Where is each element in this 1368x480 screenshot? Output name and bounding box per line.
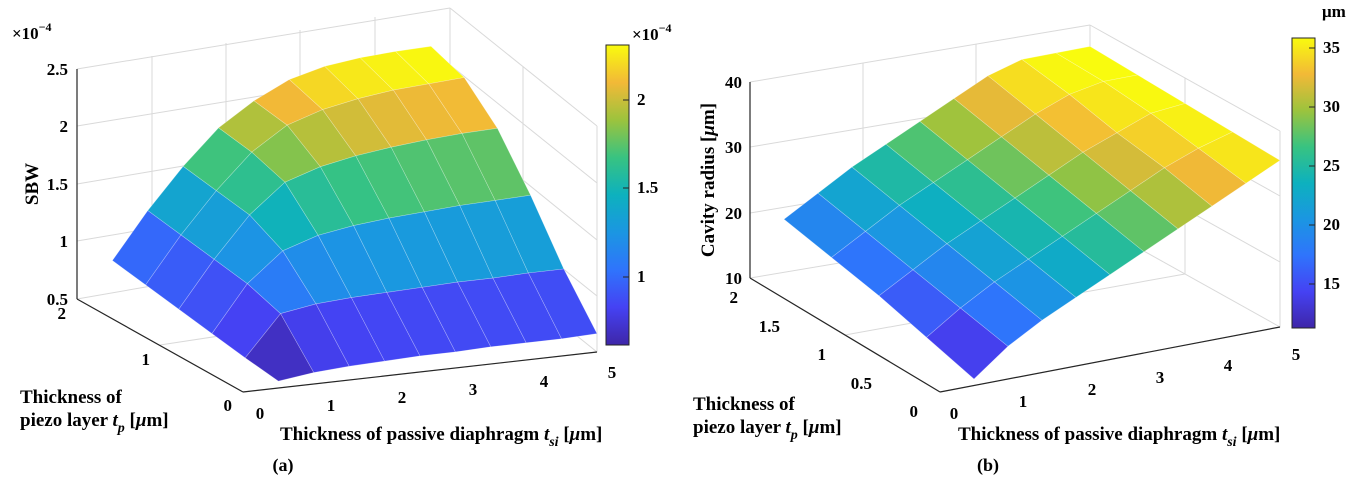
panel-a-ztick-label: 1 [60, 232, 69, 251]
panel-a-surface [111, 45, 598, 382]
panel-a-z-multiplier: ×10−4 [12, 20, 52, 43]
panel-b-ytick-label: 1 [818, 345, 827, 364]
panel-b-xtick-label: 2 [1088, 380, 1097, 399]
panel-a: 0.5 1 1.5 2 2.5 ×10−4 SBW 0 1 2 3 4 5 0 … [12, 7, 672, 476]
panel-b-colorbar [1291, 37, 1316, 329]
panel-b-xtick-label: 1 [1019, 392, 1028, 411]
panel-a-colorbar-multiplier: ×10−4 [632, 21, 672, 44]
panel-a-axes [76, 69, 598, 393]
panel-b-y-axis-label-line2: piezo layer tp [μm] [693, 417, 842, 443]
panel-a-y-axis-label-line1: Thickness of [20, 387, 123, 408]
panel-a-ztick-label: 1.5 [47, 175, 68, 194]
panel-a-y-axis-label-line2: piezo layer tp [μm] [20, 410, 169, 436]
panel-b-z-axis-label: Cavity radius [μm] [698, 103, 719, 257]
panel-a-xtick-label: 5 [608, 363, 617, 382]
panel-b-xtick-label: 0 [950, 404, 959, 423]
panel-a-ytick-label: 2 [58, 304, 67, 323]
panel-a-xtick-label: 2 [398, 388, 407, 407]
panel-b-x-axis-label: Thickness of passive diaphragm tsi [μm] [958, 424, 1280, 450]
panel-b-ztick-label: 30 [725, 138, 742, 157]
panel-b-colorbar-tick: 30 [1323, 97, 1340, 116]
surface-patch [394, 45, 465, 85]
panel-b-axes [749, 82, 1281, 393]
surface-patch [1102, 74, 1186, 114]
panel-a-colorbar-tick: 1 [637, 267, 646, 286]
panel-b-ytick-label: 1.5 [759, 317, 780, 336]
panel-b-caption: (b) [977, 455, 999, 476]
panel-a-ytick-label: 0 [224, 396, 233, 415]
panel-b-colorbar-tick: 35 [1323, 38, 1340, 57]
panel-b-ytick-label: 0.5 [851, 374, 872, 393]
panel-b-ytick-label: 0 [910, 402, 919, 421]
surface-patch [1150, 103, 1234, 149]
panel-b-colorbar-tick: 15 [1323, 274, 1340, 293]
panel-b-surface [783, 46, 1281, 380]
panel-a-z-axis-label: SBW [22, 163, 43, 205]
panel-a-xtick-label: 1 [327, 396, 336, 415]
surface-patch [1197, 131, 1281, 184]
panel-b-xtick-label: 4 [1224, 356, 1233, 375]
panel-b-ztick-label: 10 [725, 269, 742, 288]
panel-a-ztick-label: 2 [60, 117, 69, 136]
panel-b-xtick-label: 5 [1292, 345, 1301, 364]
panel-a-colorbar [605, 44, 630, 346]
panel-a-xtick-label: 0 [256, 404, 265, 423]
panel-b-xtick-label: 3 [1156, 368, 1165, 387]
surface-patch [1055, 46, 1139, 82]
panel-b-ztick-label: 20 [725, 204, 742, 223]
panel-a-ztick-label: 0.5 [47, 290, 68, 309]
panel-b-ztick-label: 40 [725, 73, 742, 92]
panel-a-ztick-label: 2.5 [47, 60, 68, 79]
panel-a-xtick-label: 3 [469, 380, 478, 399]
panel-b-colorbar-tick: 25 [1323, 156, 1340, 175]
panel-b-colorbar-unit: μm [1322, 2, 1346, 21]
panel-b-ytick-label: 2 [730, 288, 739, 307]
surface-patch [527, 268, 598, 340]
panel-a-xtick-label: 4 [540, 372, 549, 391]
panel-a-colorbar-tick: 1.5 [637, 178, 658, 197]
panel-a-ytick-label: 1 [142, 350, 151, 369]
panel-b: 10 20 30 40 Cavity radius [μm] 0 1 2 3 4… [693, 2, 1346, 476]
panel-a-colorbar-tick: 2 [637, 90, 646, 109]
panel-a-caption: (a) [273, 455, 294, 476]
panel-b-colorbar-tick: 20 [1323, 215, 1340, 234]
panel-b-y-axis-label-line1: Thickness of [693, 394, 796, 415]
panel-a-x-axis-label: Thickness of passive diaphragm tsi [μm] [280, 424, 602, 450]
